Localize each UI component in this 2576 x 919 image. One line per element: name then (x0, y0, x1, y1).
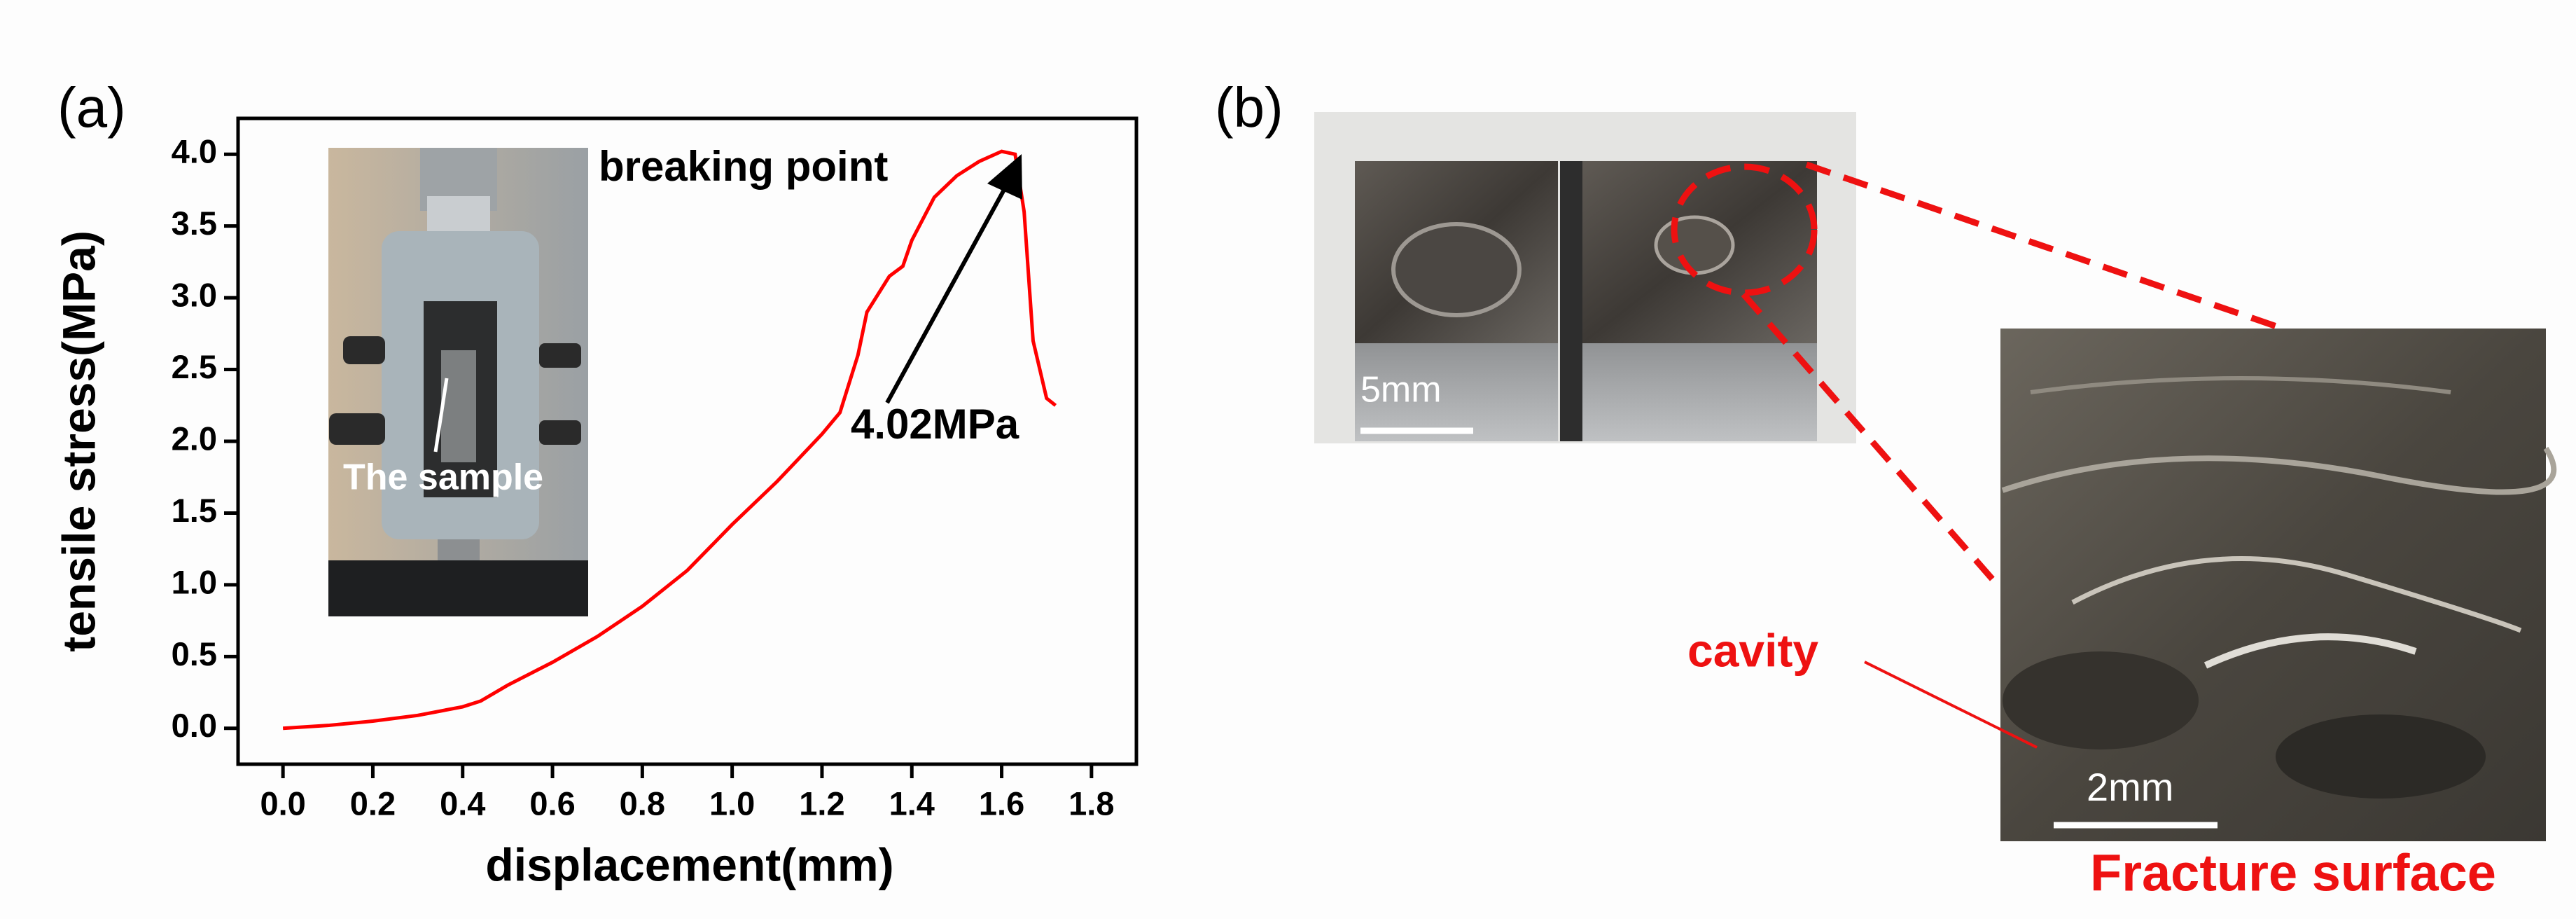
inset-label: The sample (343, 457, 543, 498)
x-tick-label: 1.4 (889, 785, 935, 822)
annotation-arrow (885, 181, 1010, 404)
x-tick-label: 0.4 (440, 785, 485, 822)
x-axis-label: displacement(mm) (485, 838, 893, 890)
zoom-photo (2000, 329, 2557, 841)
x-tick-label: 0.2 (350, 785, 396, 822)
y-tick-label: 1.0 (172, 563, 217, 600)
caption: Fracture surface (2090, 844, 2496, 902)
zoom-callout (1671, 161, 2284, 590)
y-tick-label: 0.0 (172, 707, 217, 744)
y-tick-label: 3.0 (172, 277, 217, 314)
inset-photo (328, 148, 588, 616)
x-tick-label: 0.0 (260, 785, 305, 822)
x-tick-label: 1.6 (979, 785, 1024, 822)
y-tick-label: 0.5 (172, 635, 217, 672)
callout-label: cavity (1687, 624, 1818, 676)
y-tick-label: 2.0 (172, 420, 217, 457)
x-tick-label: 1.8 (1068, 785, 1114, 822)
panel-label: (b) (1215, 76, 1283, 139)
cavity-pointer (1864, 661, 2038, 749)
annotation: breaking point (599, 143, 888, 190)
x-tick-label: 0.6 (529, 785, 575, 822)
y-axis-label: tensile stress(MPa) (53, 230, 104, 652)
x-tick-label: 0.8 (620, 785, 665, 822)
x-tick-label: 1.0 (709, 785, 755, 822)
annotation: 4.02MPa (851, 401, 1019, 448)
y-tick-label: 3.5 (172, 205, 217, 242)
panel-label: (a) (57, 76, 126, 139)
y-tick-label: 4.0 (172, 133, 217, 170)
scale-label: 5mm (1360, 370, 1442, 410)
x-tick-label: 1.2 (799, 785, 844, 822)
arrow-head (987, 154, 1022, 200)
data-line (282, 149, 1057, 731)
scale-label: 2mm (2087, 765, 2173, 809)
y-tick-label: 2.5 (172, 348, 217, 385)
y-tick-label: 1.5 (172, 492, 217, 529)
